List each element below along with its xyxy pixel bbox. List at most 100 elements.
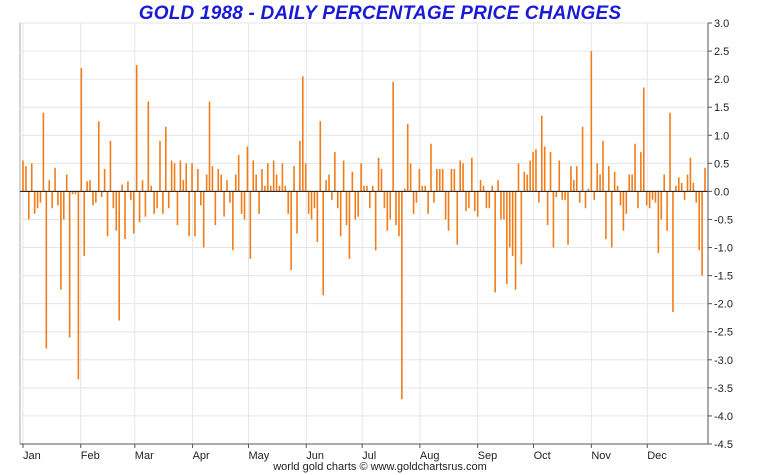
- bar: [386, 191, 389, 231]
- bar: [465, 191, 467, 212]
- y-tick-label: 2.5: [714, 46, 729, 58]
- bar: [182, 180, 185, 192]
- x-tick-label-mar: Mar: [135, 450, 154, 462]
- bar: [217, 168, 220, 192]
- bar: [351, 171, 354, 192]
- bar: [179, 160, 182, 192]
- bar: [450, 168, 453, 192]
- bar: [398, 191, 400, 237]
- bar: [581, 126, 584, 192]
- y-tick-label: -4.5: [714, 439, 733, 451]
- bar: [567, 191, 569, 245]
- bar: [293, 166, 295, 192]
- bar: [325, 180, 327, 192]
- bar: [127, 181, 129, 192]
- bar: [153, 191, 155, 214]
- bar: [622, 191, 625, 231]
- bar: [523, 171, 526, 192]
- bar: [80, 67, 83, 192]
- bar: [421, 185, 424, 192]
- bar: [610, 191, 613, 248]
- bar: [60, 191, 62, 290]
- bar: [83, 191, 86, 256]
- bar: [331, 191, 333, 200]
- bar: [456, 191, 459, 245]
- bar: [529, 160, 531, 192]
- bar: [173, 163, 176, 192]
- x-tick-label-aug: Aug: [420, 450, 440, 462]
- bar: [514, 191, 517, 290]
- bar: [508, 191, 511, 248]
- y-tick-label: 0.0: [714, 186, 729, 198]
- bar: [28, 191, 30, 220]
- bar: [30, 163, 33, 192]
- bar: [328, 174, 330, 192]
- footer-credit: world gold charts © www.goldchartsrus.co…: [273, 461, 487, 473]
- bar: [608, 166, 610, 192]
- bar: [642, 87, 645, 192]
- bar: [68, 191, 71, 338]
- bar: [602, 140, 604, 192]
- bar: [267, 163, 269, 192]
- bar: [138, 191, 141, 223]
- bar: [395, 191, 397, 226]
- bar: [418, 168, 421, 192]
- bar: [436, 168, 438, 192]
- y-tick-label: 1.5: [714, 102, 729, 114]
- bar: [65, 174, 68, 192]
- bar: [561, 191, 563, 200]
- bar: [197, 168, 199, 192]
- bar: [686, 174, 689, 192]
- bar: [666, 191, 668, 231]
- bar: [578, 191, 581, 203]
- bar: [453, 168, 456, 192]
- bar: [433, 191, 435, 203]
- bar: [322, 191, 324, 296]
- x-tick-label-dec: Dec: [647, 450, 667, 462]
- bar: [345, 191, 348, 226]
- bar: [106, 191, 109, 237]
- vertical-gridlines: [22, 23, 648, 444]
- x-tick-label-jul: Jul: [362, 450, 376, 462]
- bar: [243, 191, 246, 220]
- bar: [307, 191, 310, 214]
- bar: [354, 191, 357, 220]
- x-tick-label-feb: Feb: [81, 450, 100, 462]
- bar: [389, 191, 392, 220]
- x-tick-label-jun: Jun: [306, 450, 324, 462]
- bar: [564, 191, 566, 200]
- bar: [208, 101, 211, 192]
- bar: [246, 146, 249, 192]
- bar: [360, 163, 362, 192]
- bar: [488, 191, 491, 209]
- bar: [319, 121, 322, 192]
- bar: [491, 185, 494, 192]
- bar: [663, 174, 665, 192]
- bar: [462, 163, 464, 192]
- bar: [698, 191, 700, 251]
- y-tick-label: -3.0: [714, 355, 733, 367]
- bar: [526, 174, 529, 192]
- bar: [159, 140, 161, 192]
- bar: [167, 191, 170, 209]
- bar: [112, 191, 115, 209]
- bar: [500, 191, 502, 220]
- bar: [441, 168, 444, 192]
- bar: [605, 191, 607, 240]
- bar: [249, 191, 252, 259]
- y-tick-label: 2.0: [714, 74, 729, 86]
- bar: [520, 191, 523, 265]
- x-axis: Jan Feb Mar Apr May Jun Jul Aug Sep Oct Nov Dec: [22, 444, 667, 462]
- bar: [482, 185, 485, 192]
- bar: [202, 191, 205, 248]
- bar: [625, 191, 628, 214]
- bar: [596, 163, 598, 192]
- bar: [97, 121, 100, 192]
- y-tick-label: 1.0: [714, 130, 729, 142]
- y-tick-label: -4.0: [714, 411, 733, 423]
- bar: [165, 126, 167, 192]
- bar: [339, 191, 342, 237]
- bar: [130, 191, 132, 200]
- bar: [555, 191, 558, 198]
- bar: [404, 188, 406, 192]
